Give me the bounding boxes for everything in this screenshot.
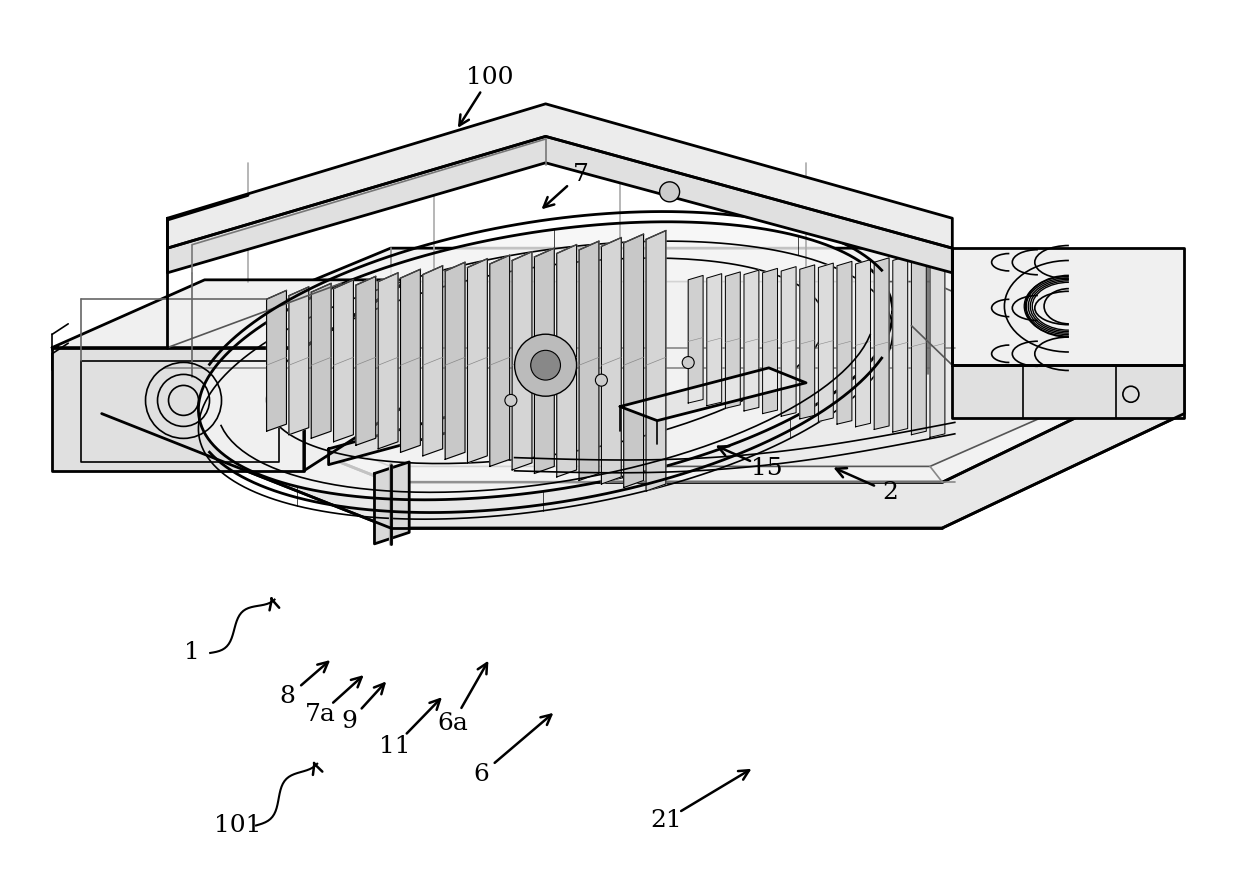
Polygon shape: [167, 136, 952, 273]
Polygon shape: [445, 262, 465, 459]
Polygon shape: [646, 231, 666, 491]
Polygon shape: [401, 269, 420, 452]
Circle shape: [595, 374, 608, 386]
Polygon shape: [378, 273, 398, 449]
Polygon shape: [688, 275, 703, 403]
Polygon shape: [512, 252, 532, 470]
Circle shape: [660, 182, 680, 202]
Polygon shape: [781, 267, 796, 416]
Polygon shape: [930, 253, 945, 437]
Circle shape: [531, 350, 560, 380]
Text: 7a: 7a: [305, 703, 335, 726]
Polygon shape: [329, 415, 453, 465]
Polygon shape: [624, 234, 644, 488]
Polygon shape: [744, 270, 759, 411]
Polygon shape: [707, 274, 722, 406]
Polygon shape: [102, 248, 1184, 482]
Polygon shape: [423, 266, 443, 456]
Text: 101: 101: [215, 814, 262, 837]
Polygon shape: [534, 248, 554, 473]
Polygon shape: [198, 222, 893, 500]
Polygon shape: [601, 238, 621, 484]
Polygon shape: [952, 248, 1184, 365]
Text: 2: 2: [883, 481, 898, 504]
Polygon shape: [304, 280, 409, 471]
Polygon shape: [102, 365, 1184, 528]
Text: 21: 21: [650, 809, 682, 832]
Circle shape: [515, 334, 577, 396]
Polygon shape: [911, 254, 926, 435]
Polygon shape: [579, 241, 599, 480]
Polygon shape: [356, 276, 376, 445]
Text: 6: 6: [474, 763, 489, 786]
Polygon shape: [763, 268, 777, 414]
Polygon shape: [374, 462, 409, 544]
Polygon shape: [952, 365, 1184, 418]
Polygon shape: [725, 272, 740, 408]
Polygon shape: [856, 260, 870, 427]
Polygon shape: [467, 259, 487, 463]
Text: 9: 9: [342, 710, 357, 733]
Polygon shape: [161, 282, 1141, 466]
Polygon shape: [893, 256, 908, 432]
Circle shape: [505, 394, 517, 407]
Text: 8: 8: [280, 686, 295, 708]
Text: 100: 100: [466, 66, 513, 89]
Text: 7: 7: [573, 163, 588, 186]
Text: 6a: 6a: [438, 712, 467, 735]
Text: 1: 1: [185, 642, 200, 664]
Polygon shape: [800, 265, 815, 419]
Polygon shape: [490, 255, 510, 466]
Polygon shape: [620, 368, 806, 421]
Polygon shape: [52, 280, 409, 348]
Polygon shape: [52, 348, 304, 471]
Text: 11: 11: [378, 735, 410, 758]
Text: 15: 15: [750, 457, 782, 480]
Polygon shape: [311, 283, 331, 438]
Polygon shape: [557, 245, 577, 477]
Polygon shape: [818, 263, 833, 422]
Circle shape: [682, 356, 694, 369]
Polygon shape: [874, 258, 889, 429]
Polygon shape: [289, 287, 309, 435]
Polygon shape: [267, 290, 286, 431]
Polygon shape: [334, 280, 353, 442]
Polygon shape: [167, 104, 952, 248]
Polygon shape: [837, 261, 852, 424]
